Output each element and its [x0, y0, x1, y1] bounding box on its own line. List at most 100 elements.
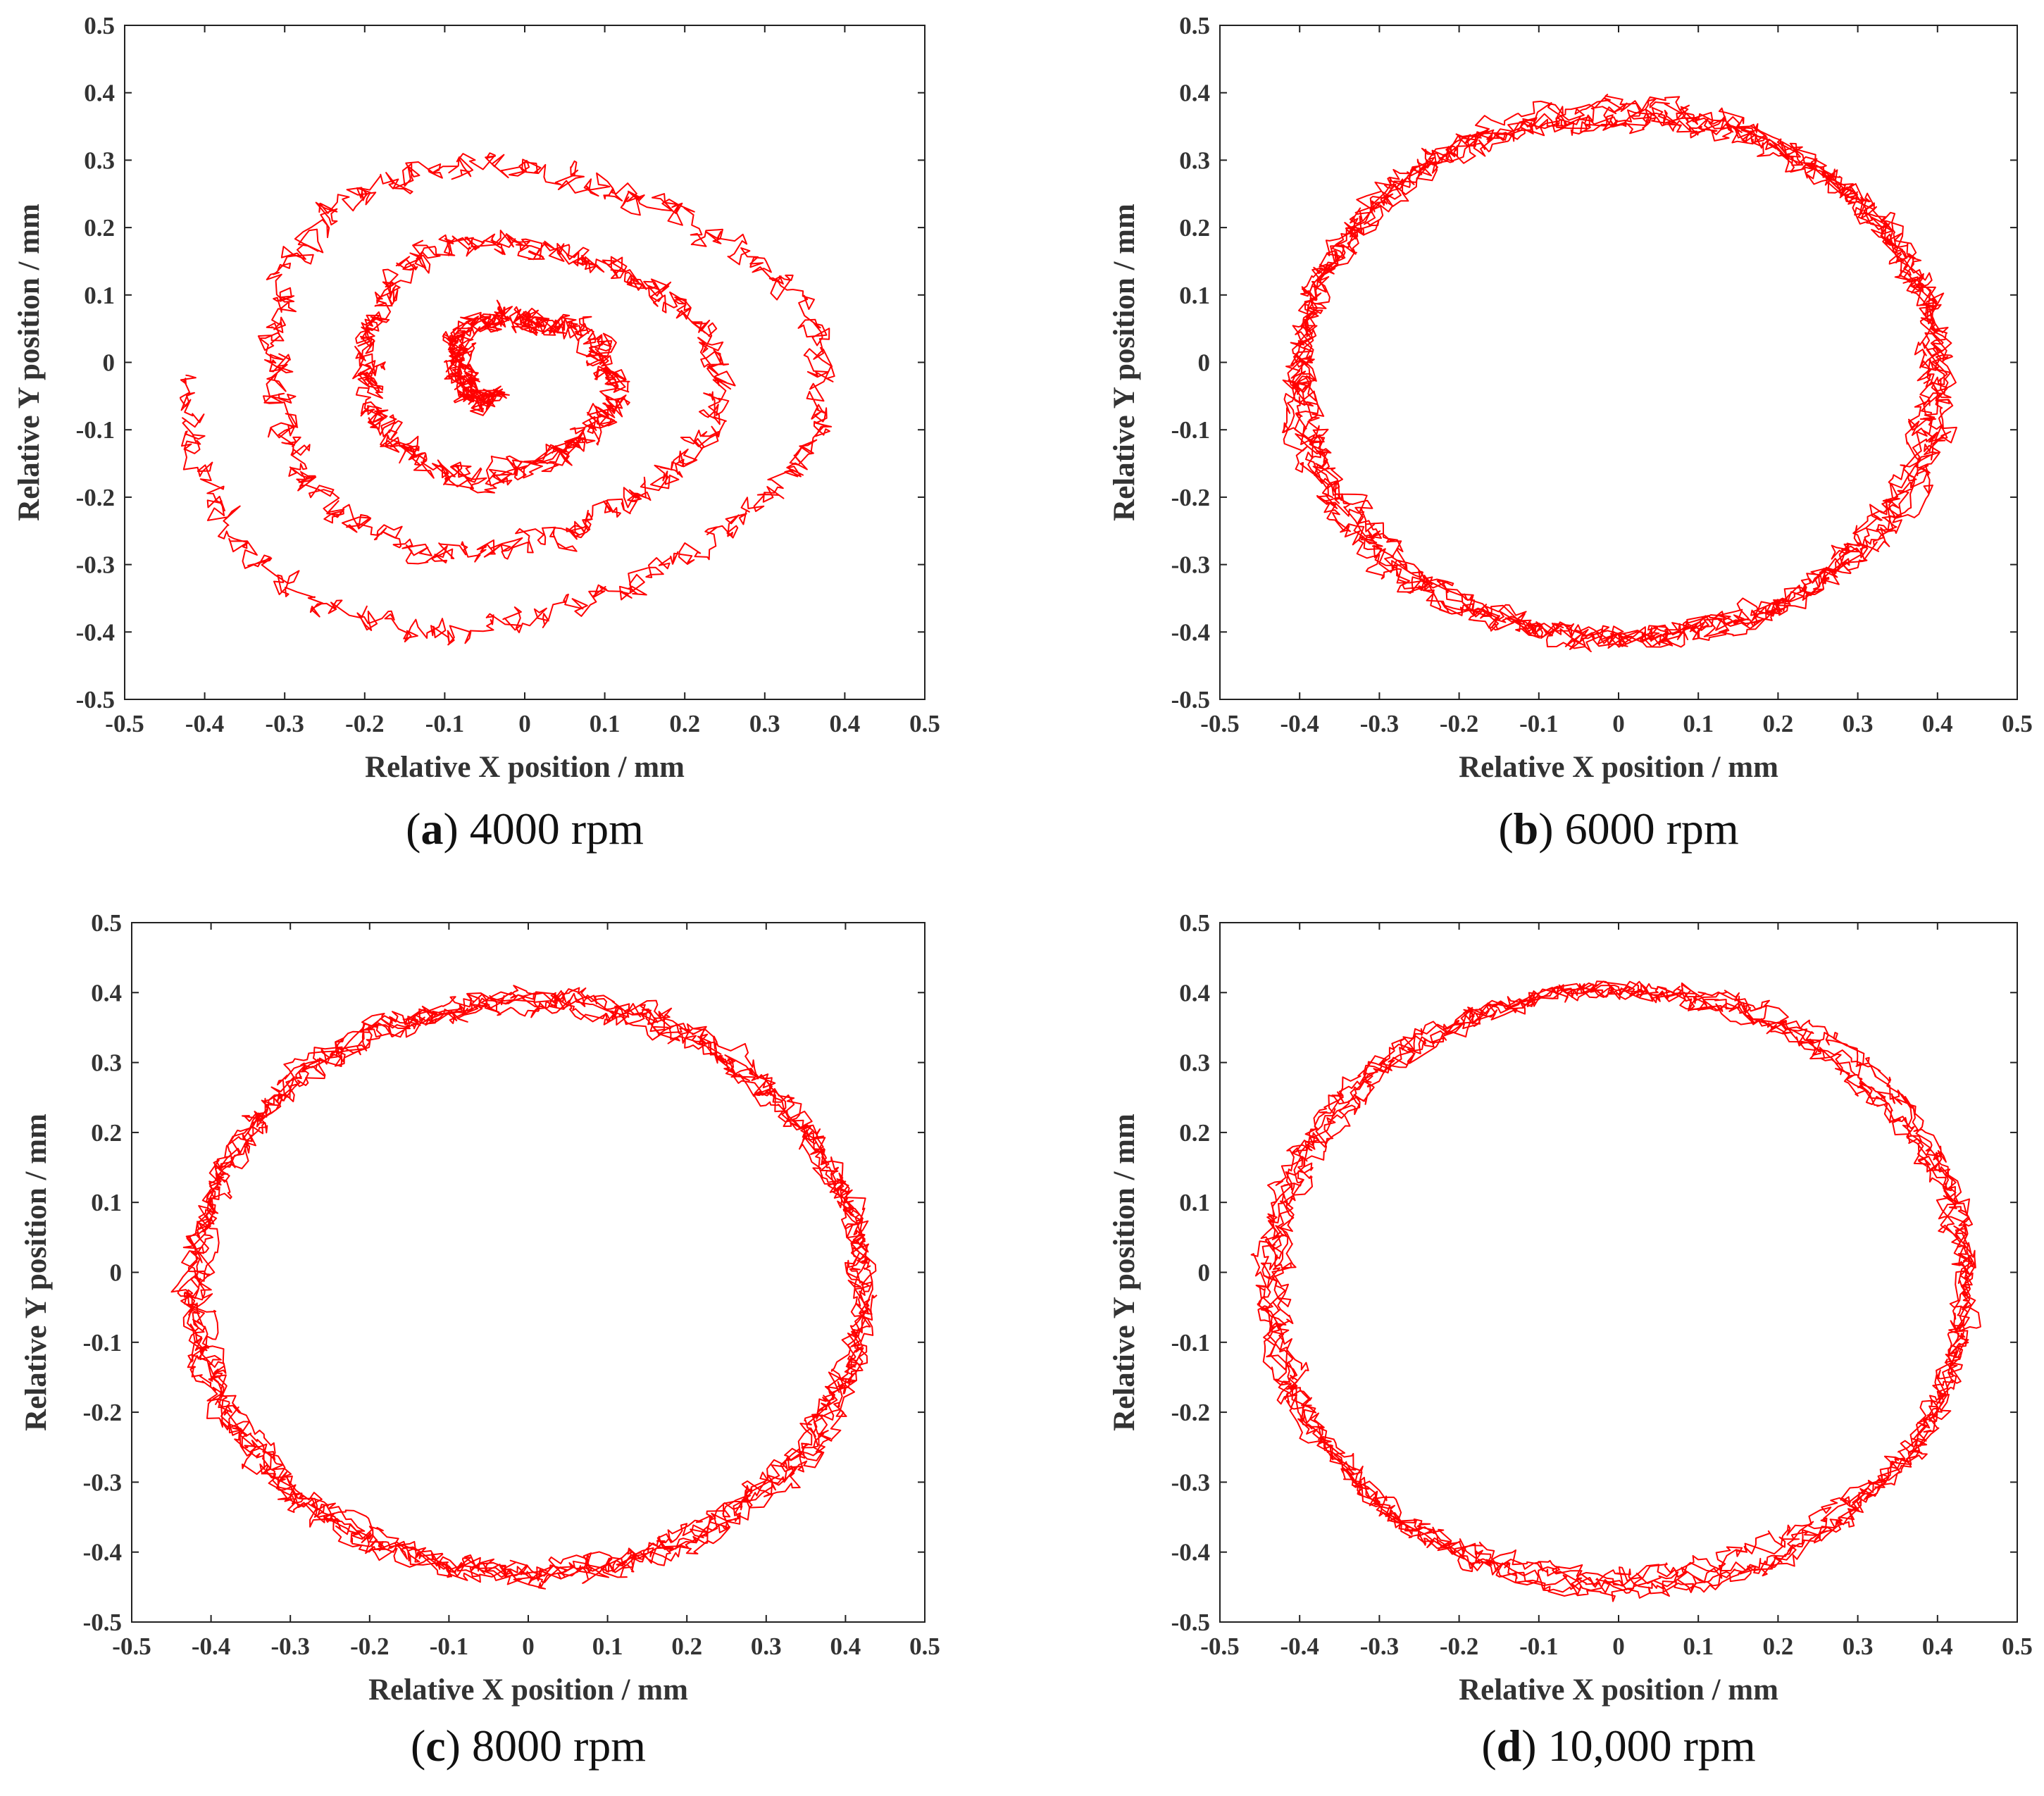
y-tick-label: -0.4: [83, 1539, 122, 1566]
x-tick-label: -0.1: [1519, 710, 1558, 737]
y-axis-label: Relative Y position / mm: [1108, 204, 1141, 521]
y-tick-label: 0.1: [1179, 282, 1210, 309]
y-tick-label: -0.4: [76, 618, 115, 646]
y-tick-label: -0.3: [1171, 551, 1210, 579]
x-axis-label: Relative X position / mm: [368, 1673, 688, 1707]
x-tick-label: 0.1: [592, 1633, 623, 1660]
x-tick-label: 0.4: [830, 1633, 861, 1660]
x-tick-label: 0: [1612, 1633, 1625, 1660]
y-tick-label: -0.3: [83, 1468, 122, 1496]
x-tick-label: 0.1: [1683, 710, 1714, 737]
y-tick-label: -0.4: [1171, 618, 1210, 646]
x-tick-label: 0.5: [909, 710, 940, 737]
trajectory-line: [180, 152, 835, 646]
plot-frame: [1219, 25, 2018, 700]
x-tick-label: 0.3: [751, 1633, 782, 1660]
y-axis-label: Relative Y position / mm: [13, 204, 46, 521]
y-tick-label: 0: [1198, 349, 1211, 377]
plot-frame: [1219, 922, 2018, 1623]
y-tick-label: 0.2: [91, 1119, 122, 1147]
x-tick-label: 0.3: [749, 710, 780, 737]
y-tick-label: 0.5: [1179, 12, 1210, 39]
x-tick-label: 0.3: [1843, 1633, 1874, 1660]
x-tick-label: -0.1: [1519, 1633, 1558, 1660]
x-tick-label: 0.3: [1843, 710, 1874, 737]
x-axis-label: Relative X position / mm: [1459, 1673, 1778, 1707]
y-tick-label: -0.1: [76, 416, 115, 444]
x-tick-label: -0.2: [345, 710, 384, 737]
chart-panel-b: -0.5 -0.4 -0.3 -0.2 -0.1 0 0.1 0.2 0.3 0.4 0.5 0.5 0…: [1108, 12, 2033, 854]
y-tick-label: -0.5: [83, 1609, 122, 1636]
panel-letter: a: [420, 804, 443, 854]
y-tick-label: -0.2: [83, 1399, 122, 1426]
chart-panel-c: -0.5 -0.4 -0.3 -0.2 -0.1 0 0.1 0.2 0.3 0.4 0.5 0.5 0…: [20, 909, 940, 1771]
x-tick-label: -0.3: [1360, 1633, 1399, 1660]
panel-letter: b: [1514, 804, 1539, 854]
x-tick-label: -0.2: [1440, 1633, 1478, 1660]
x-tick-label: -0.3: [1360, 710, 1399, 737]
x-tick-label: 0: [1612, 710, 1625, 737]
panel-caption: (a) 4000 rpm: [406, 804, 644, 854]
trajectory-line: [1250, 980, 1981, 1602]
chart-panel-d: -0.5 -0.4 -0.3 -0.2 -0.1 0 0.1 0.2 0.3 0.4 0.5 0.5 0…: [1108, 909, 2033, 1771]
y-tick-label: 0: [103, 349, 116, 377]
y-tick-label: -0.1: [1171, 416, 1210, 444]
panel-caption: (d) 10,000 rpm: [1481, 1721, 1755, 1771]
panel-caption: (b) 6000 rpm: [1498, 804, 1738, 854]
x-tick-label: 0.4: [830, 710, 861, 737]
y-tick-label: 0.4: [84, 80, 115, 107]
y-tick-label: 0.1: [91, 1189, 122, 1216]
y-tick-label: -0.2: [76, 484, 115, 511]
y-tick-label: -0.5: [1171, 1609, 1210, 1636]
x-tick-label: 0.2: [1763, 710, 1794, 737]
x-tick-label: -0.4: [1280, 710, 1319, 737]
y-tick-label: 0.3: [1179, 146, 1210, 174]
y-tick-label: 0.2: [1179, 1119, 1210, 1147]
y-tick-label: 0.2: [1179, 214, 1210, 242]
trajectory-line: [1282, 94, 1957, 653]
panel-caption-text: 8000 rpm: [472, 1721, 646, 1771]
x-tick-label: -0.3: [270, 1633, 309, 1660]
x-tick-label: -0.5: [1200, 710, 1239, 737]
x-tick-label: 0.4: [1922, 1633, 1953, 1660]
x-tick-label: 0.5: [909, 1633, 940, 1660]
x-tick-label: 0.2: [669, 710, 700, 737]
x-tick-label: -0.5: [1200, 1633, 1239, 1660]
y-tick-label: -0.1: [1171, 1329, 1210, 1357]
y-tick-label: -0.5: [1171, 686, 1210, 713]
y-tick-label: 0.2: [84, 214, 115, 242]
y-axis-label: Relative Y position / mm: [1108, 1114, 1141, 1431]
y-tick-label: 0.1: [84, 282, 115, 309]
chart-panel-a: -0.5 -0.4 -0.3 -0.2 -0.1 0 0.1 0.2 0.3 0.4 0.5 0.5 0…: [13, 12, 940, 854]
y-tick-label: 0.5: [84, 12, 115, 39]
y-tick-label: 0.1: [1179, 1189, 1210, 1216]
x-tick-label: 0.2: [671, 1633, 702, 1660]
x-tick-label: 0.5: [2002, 1633, 2033, 1660]
panel-letter: d: [1497, 1721, 1522, 1771]
x-tick-label: 0.5: [2002, 710, 2033, 737]
x-tick-label: 0.2: [1763, 1633, 1794, 1660]
x-tick-label: -0.2: [1440, 710, 1478, 737]
y-tick-label: -0.2: [1171, 484, 1210, 511]
x-tick-label: 0: [522, 1633, 535, 1660]
x-tick-label: -0.4: [185, 710, 224, 737]
x-tick-label: -0.1: [430, 1633, 468, 1660]
x-tick-label: 0.1: [590, 710, 621, 737]
panel-letter: c: [425, 1721, 445, 1771]
y-tick-label: 0.3: [84, 146, 115, 174]
x-tick-label: 0.1: [1683, 1633, 1714, 1660]
trajectory-line: [170, 985, 878, 1590]
y-tick-label: -0.1: [83, 1329, 122, 1357]
x-tick-label: 0: [518, 710, 531, 737]
panel-caption-text: 4000 rpm: [470, 804, 644, 854]
y-tick-label: -0.4: [1171, 1539, 1210, 1566]
y-tick-label: 0.3: [91, 1049, 122, 1077]
x-tick-label: -0.4: [192, 1633, 230, 1660]
panel-caption-text: 10,000 rpm: [1548, 1721, 1756, 1771]
y-tick-label: -0.5: [76, 686, 115, 713]
y-tick-label: 0.4: [1179, 80, 1210, 107]
y-tick-label: 0.4: [1179, 979, 1210, 1006]
y-tick-label: 0.5: [1179, 909, 1210, 937]
y-tick-label: 0: [110, 1259, 123, 1287]
